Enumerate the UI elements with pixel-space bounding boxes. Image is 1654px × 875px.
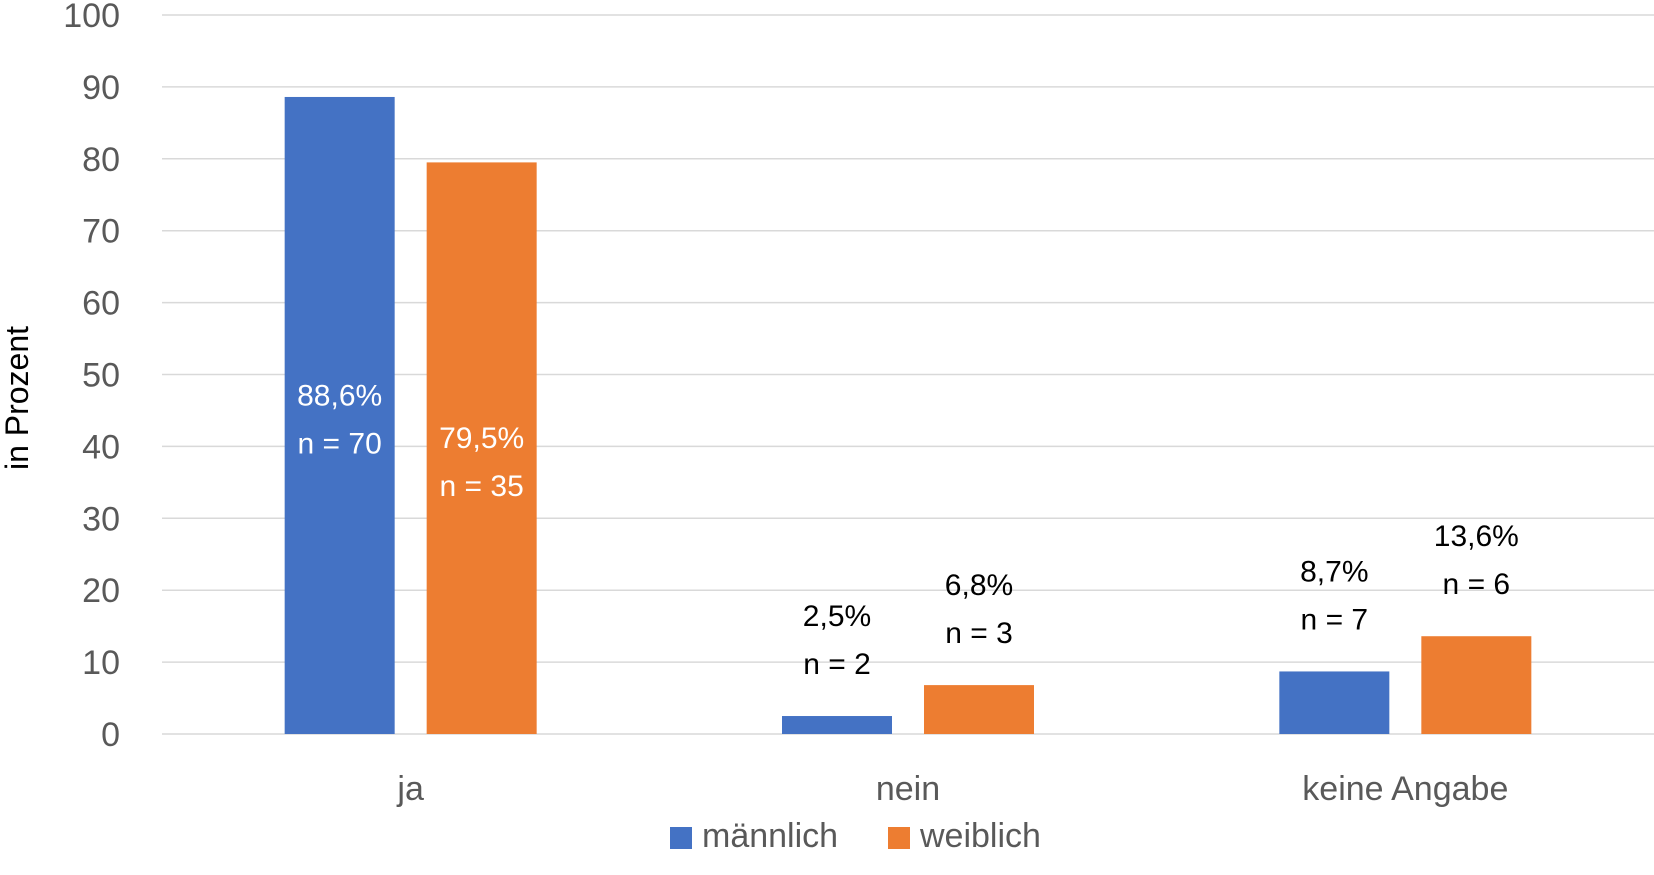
data-label: n = 3: [945, 617, 1013, 650]
data-label: 88,6%: [297, 379, 382, 412]
y-tick-label: 0: [101, 716, 120, 754]
data-label: 13,6%: [1434, 520, 1519, 553]
legend-swatch: [888, 827, 910, 849]
y-tick-label: 50: [82, 357, 120, 395]
y-tick-label: 100: [63, 0, 120, 35]
data-label: n = 7: [1301, 603, 1369, 636]
y-tick-label: 30: [82, 500, 120, 538]
legend-label: weiblich: [919, 817, 1041, 855]
legend-swatch: [670, 827, 692, 849]
x-category-label: nein: [876, 770, 940, 808]
data-label: n = 70: [298, 427, 382, 460]
legend: männlich weiblich: [670, 817, 1041, 855]
bar-ja-series1: [284, 96, 395, 734]
data-label: 6,8%: [945, 569, 1013, 602]
y-tick-label: 40: [82, 428, 120, 466]
bar-nein-series2: [924, 685, 1034, 734]
gridlines: [162, 14, 1654, 735]
data-label: 8,7%: [1300, 555, 1368, 588]
data-label: n = 35: [440, 470, 524, 503]
data-label: n = 2: [803, 648, 871, 681]
bar-nein-series1: [782, 716, 892, 734]
bar-keine-angabe-series2: [1421, 636, 1532, 734]
y-tick-label: 80: [82, 141, 120, 179]
data-label: n = 6: [1443, 568, 1511, 601]
y-tick-label: 70: [82, 213, 120, 251]
x-category-label: keine Angabe: [1302, 770, 1508, 808]
legend-label: männlich: [702, 817, 838, 855]
data-labels: 88,6% n = 70 79,5% n = 35 2,5% n = 2 6,8% n = 3…: [297, 379, 1519, 681]
bar-ja-series2: [426, 162, 537, 734]
y-tick-label: 10: [82, 644, 120, 682]
x-category-label: ja: [396, 770, 424, 808]
data-label: 2,5%: [803, 600, 871, 633]
y-axis-title: in Prozent: [0, 326, 35, 470]
y-axis-ticks: 0 10 20 30 40 50 60 70 80 90 100: [63, 0, 120, 754]
bar-keine-angabe-series1: [1279, 671, 1390, 734]
x-axis-categories: ja nein keine Angabe: [396, 770, 1508, 808]
y-tick-label: 20: [82, 572, 120, 610]
y-tick-label: 60: [82, 285, 120, 323]
bars: [284, 96, 1532, 734]
y-tick-label: 90: [82, 69, 120, 107]
data-label: 79,5%: [439, 422, 524, 455]
